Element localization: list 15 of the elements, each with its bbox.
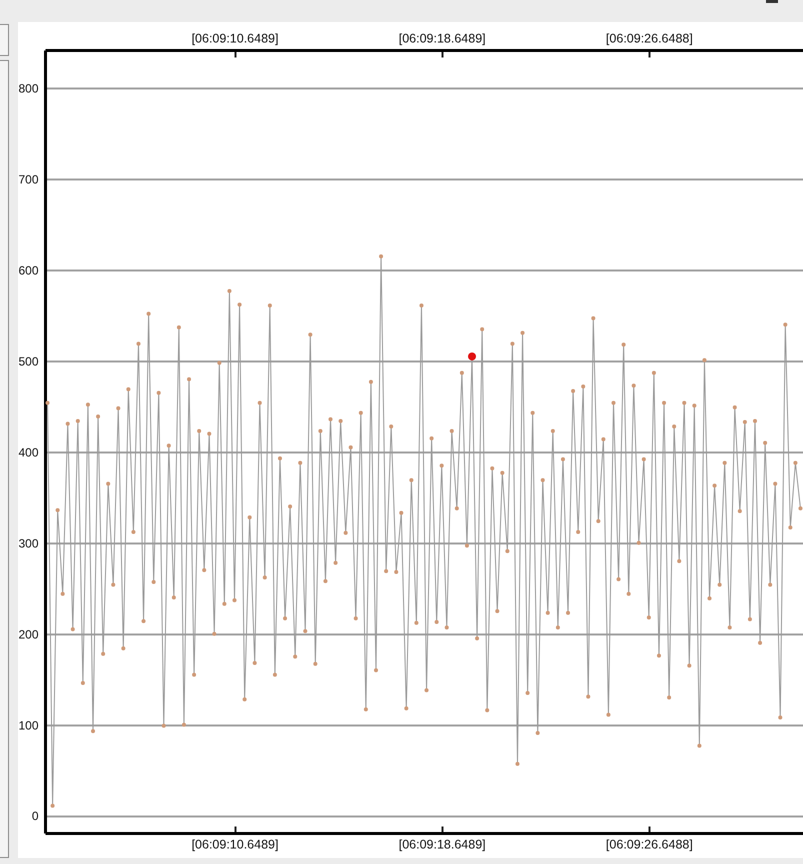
y-tick-label: 600 [18, 264, 39, 278]
y-tick-label: 300 [18, 536, 39, 550]
category-label: [06:09:26.6488] [606, 32, 693, 46]
x-tick-label: [06:09:26.6488] [606, 838, 693, 852]
y-tick-label: 400 [18, 445, 39, 460]
y-tick-label: 500 [18, 354, 39, 369]
category-label: [06:09:10.6489] [192, 32, 278, 46]
category-label: [06:09:18.6489] [398, 32, 486, 46]
x-tick-label: [06:09:10.6489] [192, 838, 278, 852]
y-tick-label: 700 [18, 172, 39, 187]
y-tick-label: 100 [18, 718, 39, 732]
y-tick-label: 0 [32, 809, 39, 824]
x-tick-label: [06:09:18.6489] [398, 838, 486, 852]
y-tick-label: 200 [18, 627, 39, 642]
y-tick-label: 800 [18, 82, 39, 96]
